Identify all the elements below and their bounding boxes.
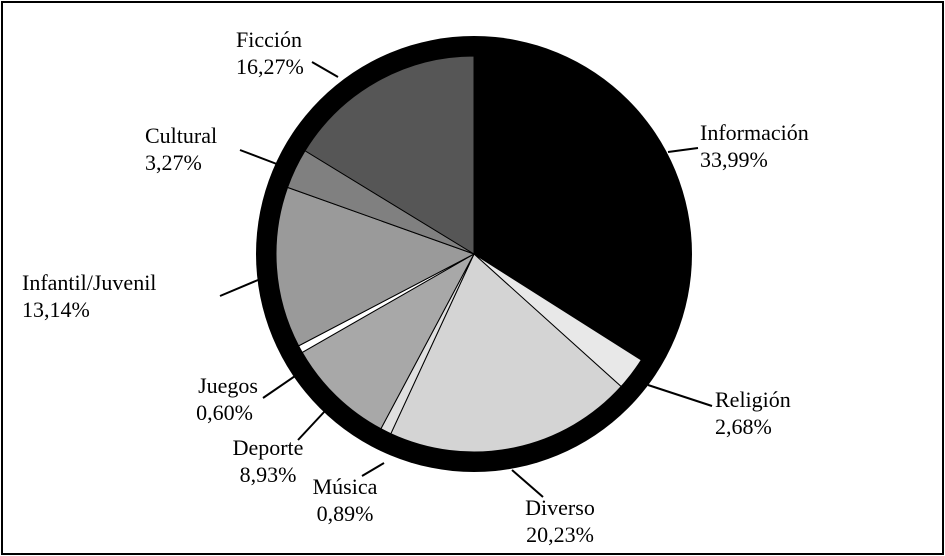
pie-slice	[304, 55, 475, 255]
value-label: 2,68%	[715, 414, 772, 439]
leader-line	[219, 279, 259, 297]
pie-slice	[473, 55, 673, 361]
value-label: 13,14%	[22, 297, 90, 322]
category-label: Juegos	[198, 373, 258, 398]
pie-slice	[301, 252, 476, 430]
category-label: Infantil/Juvenil	[22, 270, 156, 295]
category-label: Música	[313, 474, 378, 499]
leader-line	[262, 373, 299, 399]
leader-line	[311, 61, 339, 78]
category-label: Información	[700, 120, 809, 145]
leader-line	[667, 147, 699, 153]
leader-line	[239, 149, 283, 167]
value-label: 33,99%	[700, 147, 768, 172]
category-label: Religión	[715, 387, 791, 412]
leader-line	[361, 462, 385, 477]
value-label: 16,27%	[236, 54, 304, 79]
value-label: 8,93%	[240, 462, 297, 487]
pie-slice	[390, 253, 622, 453]
category-label: Deporte	[233, 435, 304, 460]
leader-line	[511, 469, 544, 498]
category-label: Ficción	[236, 27, 302, 52]
category-label: Diverso	[525, 495, 595, 520]
leader-line	[647, 384, 713, 407]
value-label: 0,89%	[317, 501, 374, 526]
pie-slice	[275, 186, 476, 347]
value-label: 3,27%	[145, 150, 202, 175]
category-label: Cultural	[145, 123, 217, 148]
value-label: 0,60%	[196, 400, 253, 425]
value-label: 20,23%	[526, 522, 594, 547]
leader-line	[297, 410, 326, 441]
